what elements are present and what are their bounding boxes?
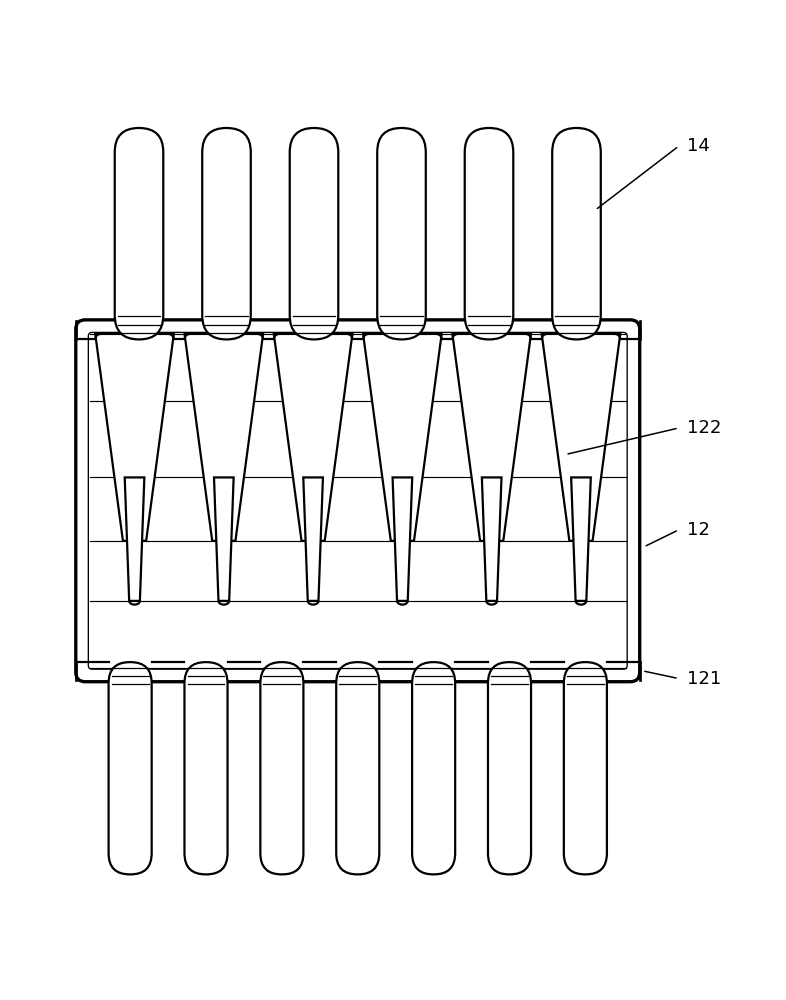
FancyBboxPatch shape	[185, 662, 227, 874]
Polygon shape	[363, 334, 442, 541]
FancyBboxPatch shape	[412, 662, 455, 874]
FancyBboxPatch shape	[336, 662, 380, 874]
Text: 14: 14	[687, 137, 710, 155]
Polygon shape	[214, 477, 233, 601]
FancyBboxPatch shape	[488, 662, 531, 874]
FancyBboxPatch shape	[553, 128, 601, 339]
Text: 12: 12	[687, 521, 710, 539]
FancyBboxPatch shape	[108, 662, 152, 874]
FancyBboxPatch shape	[564, 662, 607, 874]
Polygon shape	[482, 477, 501, 601]
Polygon shape	[542, 334, 620, 541]
Polygon shape	[274, 334, 352, 541]
Polygon shape	[303, 477, 323, 601]
FancyBboxPatch shape	[260, 662, 303, 874]
Polygon shape	[125, 477, 145, 601]
FancyBboxPatch shape	[290, 128, 338, 339]
Polygon shape	[95, 334, 174, 541]
FancyBboxPatch shape	[115, 128, 163, 339]
Polygon shape	[453, 334, 531, 541]
Polygon shape	[571, 477, 591, 601]
FancyBboxPatch shape	[377, 128, 426, 339]
Polygon shape	[185, 334, 263, 541]
FancyBboxPatch shape	[88, 332, 627, 669]
FancyBboxPatch shape	[465, 128, 513, 339]
Text: 121: 121	[687, 670, 721, 688]
Polygon shape	[392, 477, 412, 601]
FancyBboxPatch shape	[75, 320, 640, 682]
Text: 122: 122	[687, 419, 721, 437]
FancyBboxPatch shape	[202, 128, 251, 339]
